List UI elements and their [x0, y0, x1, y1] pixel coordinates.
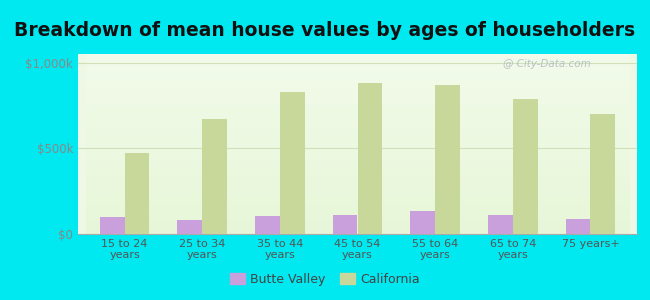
Bar	[333, 215, 358, 234]
Bar	[255, 216, 280, 234]
Bar	[280, 92, 305, 234]
Bar	[99, 217, 125, 234]
Bar	[177, 220, 202, 234]
Bar	[488, 215, 513, 234]
Bar	[202, 119, 227, 234]
Bar	[410, 212, 435, 234]
Bar	[566, 219, 590, 234]
Bar	[435, 85, 460, 234]
Text: Breakdown of mean house values by ages of householders: Breakdown of mean house values by ages o…	[14, 21, 636, 40]
Bar	[358, 83, 382, 234]
Bar	[125, 153, 150, 234]
Bar	[590, 114, 616, 234]
Bar	[513, 99, 538, 234]
Legend: Butte Valley, California: Butte Valley, California	[225, 268, 425, 291]
Text: @ City-Data.com: @ City-Data.com	[503, 59, 591, 69]
